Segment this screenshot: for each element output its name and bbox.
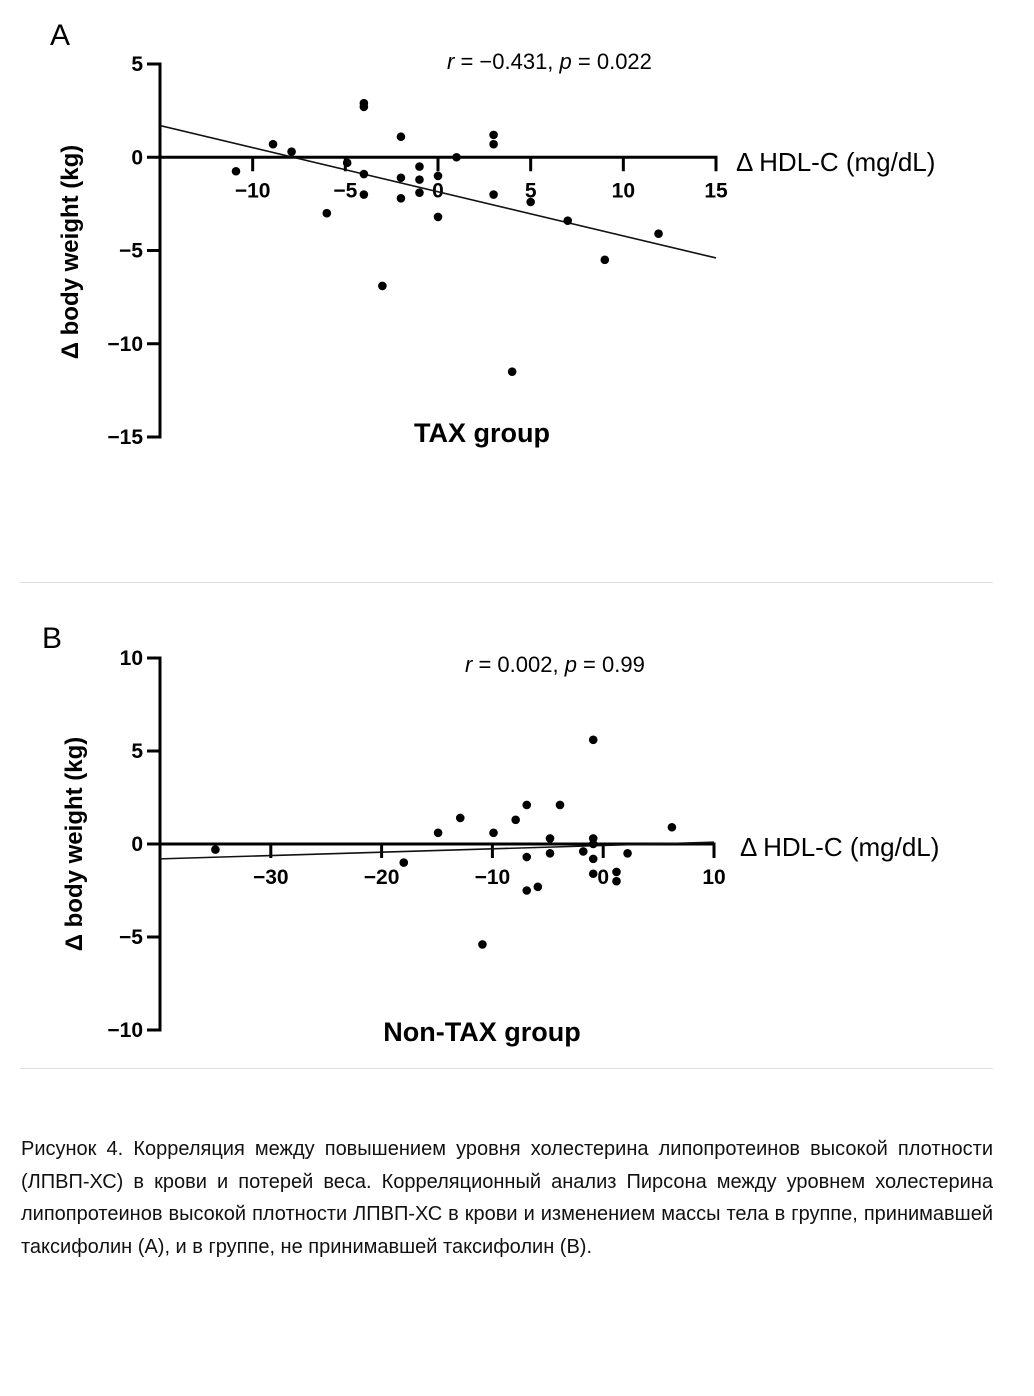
r-label: r [465, 652, 474, 677]
data-point [588, 869, 598, 879]
data-point [489, 139, 498, 149]
data-point [415, 162, 424, 171]
stats-annotation: r = −0.431, p = 0.022 [447, 49, 652, 74]
data-point [359, 190, 369, 199]
data-point [511, 815, 520, 825]
data-point [654, 229, 663, 239]
data-point [322, 208, 332, 218]
x-tick-label: 10 [702, 866, 725, 889]
data-point [545, 849, 555, 858]
data-point [533, 882, 543, 892]
data-point [478, 940, 487, 949]
r-value: = 0.002, [472, 652, 564, 677]
data-point [489, 828, 498, 838]
data-point [507, 367, 517, 377]
data-point [563, 216, 573, 225]
x-axis-label: Δ HDL-C (mg/dL) [740, 832, 939, 862]
data-point [433, 828, 443, 838]
data-point [378, 281, 387, 291]
data-point [522, 886, 532, 895]
chart-panel-b: B r = 0.002, p = 0.99 Δ HDL-C (mg/dL) Δ … [0, 600, 1034, 1060]
x-tick-label: 0 [597, 866, 609, 889]
data-point [588, 839, 598, 849]
data-point [287, 147, 296, 156]
panel-letter: B [42, 622, 62, 655]
data-point [545, 834, 555, 843]
x-tick-label: −5 [333, 179, 357, 202]
data-point [415, 188, 424, 197]
p-value: = 0.99 [577, 652, 645, 677]
data-point [455, 813, 465, 823]
data-point [452, 152, 461, 162]
y-tick-label: −10 [107, 333, 143, 356]
chart-panel-a: A r = −0.431, p = 0.022 Δ HDL-C (mg/dL) … [0, 0, 1034, 500]
x-axis-label: Δ HDL-C (mg/dL) [736, 147, 935, 177]
y-tick-label: −5 [119, 926, 143, 949]
y-tick-label: 0 [131, 146, 143, 169]
data-point [268, 139, 278, 149]
data-point [211, 845, 220, 854]
data-point [433, 212, 443, 222]
data-point [600, 255, 610, 265]
data-point [555, 800, 565, 810]
data-point [588, 735, 598, 745]
r-label: r [447, 49, 456, 74]
data-point [396, 132, 406, 142]
figure-caption: Рисунок 4. Корреляция между повышением у… [21, 1138, 993, 1258]
data-point [415, 175, 424, 184]
scatter-chart-a: A r = −0.431, p = 0.022 Δ HDL-C (mg/dL) … [50, 19, 935, 449]
data-point [623, 849, 632, 858]
group-title: TAX group [414, 418, 550, 448]
p-label: p [559, 49, 572, 74]
data-point [342, 158, 352, 168]
x-tick-label: −10 [475, 866, 511, 889]
stats-annotation: r = 0.002, p = 0.99 [465, 652, 645, 677]
data-point [578, 847, 588, 856]
data-point [612, 867, 621, 877]
data-point [231, 166, 241, 176]
x-tick-label: 10 [612, 179, 635, 202]
y-tick-label: −10 [107, 1019, 143, 1042]
data-point [489, 190, 498, 199]
data-point [489, 130, 498, 140]
data-point [588, 854, 598, 864]
x-tick-label: 15 [704, 179, 728, 202]
data-point [612, 876, 621, 886]
y-tick-label: 5 [131, 740, 143, 763]
plot-layer: 10 5 0 −5 −10 −30 −20 −10 0 10 [107, 647, 725, 1042]
data-point [396, 173, 406, 183]
data-point [522, 852, 532, 862]
data-point [667, 822, 677, 832]
group-title: Non-TAX group [383, 1017, 580, 1047]
scatter-chart-b: B r = 0.002, p = 0.99 Δ HDL-C (mg/dL) Δ … [42, 622, 939, 1047]
data-point [359, 169, 369, 179]
x-tick-label: 5 [525, 179, 537, 202]
y-tick-label: 5 [131, 53, 143, 76]
r-value: = −0.431, [454, 49, 559, 74]
data-point [359, 102, 369, 112]
x-tick-label: −30 [253, 866, 289, 889]
panel-letter: A [50, 19, 70, 52]
x-tick-label: 0 [432, 179, 444, 202]
x-tick-label: −20 [364, 866, 400, 889]
data-point [399, 858, 409, 867]
y-tick-label: −15 [107, 426, 143, 449]
regression-line [159, 124, 717, 259]
regression-line [159, 841, 715, 860]
y-tick-label: −5 [119, 240, 143, 263]
x-tick-label: −10 [235, 179, 271, 202]
separator [20, 1068, 993, 1069]
p-value: = 0.022 [572, 49, 652, 74]
y-tick-label: 10 [120, 647, 143, 670]
data-point [433, 171, 443, 181]
data-point [526, 197, 535, 207]
y-axis-label: Δ body weight (kg) [61, 737, 88, 952]
separator [20, 582, 993, 583]
p-label: p [564, 652, 577, 677]
data-point [396, 193, 406, 203]
y-axis-label: Δ body weight (kg) [57, 145, 84, 360]
plot-layer: 5 0 −5 −10 −15 −10 −5 0 5 10 15 [107, 53, 728, 449]
data-point [522, 800, 532, 810]
y-tick-label: 0 [131, 833, 143, 856]
